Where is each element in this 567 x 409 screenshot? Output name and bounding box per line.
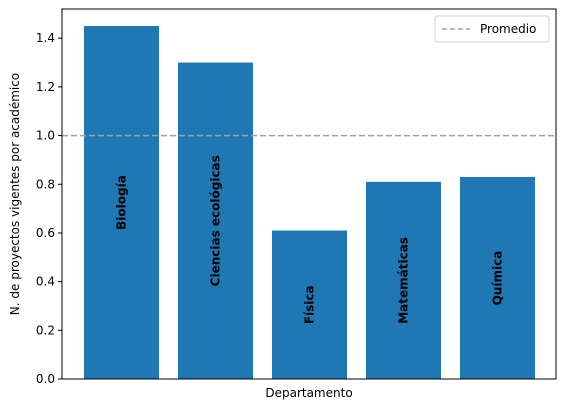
y-tick-label: 0.6 <box>36 226 55 240</box>
bar-label-2: Ciencias ecológicas <box>209 155 223 286</box>
y-tick-label: 0.4 <box>36 275 55 289</box>
bar-label-5: Química <box>491 251 505 306</box>
y-axis: 0.0 0.2 0.4 0.6 0.8 1.0 1.2 1.4 <box>36 31 62 386</box>
legend-label-promedio: Promedio <box>480 22 536 36</box>
y-axis-title: N. de proyectos vigentes por académico <box>8 73 22 315</box>
bar-label-3: Física <box>303 285 317 324</box>
bar-2 <box>178 62 253 379</box>
bar-5 <box>460 176 535 379</box>
plot-frame <box>61 8 557 380</box>
bar-label-4: Matemáticas <box>397 237 411 324</box>
legend-box <box>434 15 550 43</box>
bar-4 <box>366 181 441 379</box>
bar-1 <box>84 26 159 379</box>
bar-label-1: Biología <box>115 175 129 230</box>
legend: Promedio <box>434 15 550 43</box>
y-tick-label: 0.0 <box>36 372 55 386</box>
x-axis-title: Departamento <box>265 386 352 400</box>
y-tick-label: 0.2 <box>36 323 55 337</box>
bar-labels-group: Biología Ciencias ecológicas Física Matemát… <box>115 155 505 324</box>
y-tick-label: 1.2 <box>36 80 55 94</box>
bars-group <box>84 26 535 379</box>
y-tick-label: 1.0 <box>36 129 55 143</box>
bar-3 <box>272 230 347 379</box>
y-tick-label: 0.8 <box>36 177 55 191</box>
y-tick-label: 1.4 <box>36 31 55 45</box>
